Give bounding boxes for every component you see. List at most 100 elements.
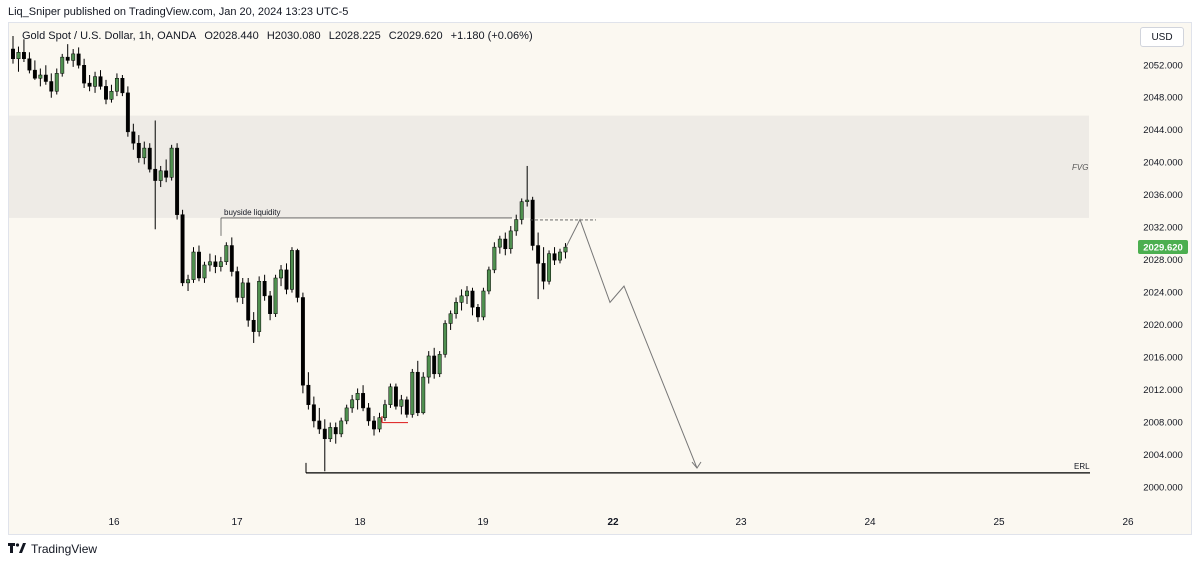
publisher-header: Liq_Sniper published on TradingView.com,… bbox=[8, 6, 349, 18]
candle-body bbox=[262, 281, 267, 297]
candle-body bbox=[410, 371, 415, 415]
candle-body bbox=[147, 147, 152, 170]
ohlc-close: C2029.620 bbox=[388, 30, 443, 42]
candle bbox=[333, 422, 338, 444]
candle bbox=[432, 347, 437, 379]
candle-body bbox=[27, 58, 32, 71]
candle-body bbox=[383, 404, 387, 418]
candle-body bbox=[38, 74, 43, 79]
candle-body bbox=[32, 69, 37, 79]
y-axis-tick-label: 2040.000 bbox=[1143, 158, 1183, 169]
ohlc-change: +1.180 (+0.06%) bbox=[450, 30, 533, 42]
candle-body bbox=[295, 250, 300, 298]
candle-body bbox=[142, 147, 147, 159]
y-axis-tick-label: 2024.000 bbox=[1143, 288, 1183, 299]
candle bbox=[317, 407, 322, 434]
candle bbox=[60, 53, 65, 77]
candle bbox=[213, 255, 218, 274]
candle-body bbox=[49, 81, 54, 92]
candle bbox=[443, 320, 448, 358]
candle bbox=[76, 47, 81, 69]
candle-body bbox=[497, 238, 502, 248]
last-price-label: 2029.620 bbox=[1143, 242, 1183, 253]
candle bbox=[486, 266, 491, 295]
buyside-liquidity-label: buyside liquidity bbox=[224, 208, 280, 217]
candle bbox=[38, 68, 43, 87]
candle bbox=[492, 242, 497, 274]
candle bbox=[508, 226, 513, 254]
candle bbox=[180, 209, 185, 287]
candle-body bbox=[563, 246, 568, 253]
candle-body bbox=[465, 290, 469, 297]
candle-body bbox=[65, 56, 70, 61]
candle bbox=[54, 68, 59, 95]
candle-body bbox=[218, 261, 223, 267]
fvg-zone bbox=[9, 115, 1089, 218]
candle bbox=[142, 141, 147, 165]
candle bbox=[295, 248, 300, 303]
chart-panel[interactable] bbox=[8, 22, 1192, 535]
candle bbox=[454, 297, 459, 319]
candle-body bbox=[486, 269, 491, 292]
candle-body bbox=[508, 230, 513, 250]
currency-button[interactable]: USD bbox=[1140, 27, 1184, 47]
x-axis-tick-label: 17 bbox=[231, 517, 243, 528]
candle-body bbox=[114, 78, 119, 92]
candle-body bbox=[404, 399, 409, 415]
candle-body bbox=[54, 73, 59, 92]
candle bbox=[448, 310, 453, 330]
candle bbox=[497, 235, 502, 254]
candle-body bbox=[257, 281, 262, 332]
projection-path bbox=[565, 218, 698, 469]
projection-arrowhead bbox=[691, 461, 702, 469]
candle bbox=[290, 247, 294, 293]
candle-body bbox=[71, 53, 76, 61]
candle bbox=[125, 86, 130, 137]
candle bbox=[229, 237, 234, 277]
candle bbox=[388, 383, 393, 408]
candle bbox=[470, 287, 475, 316]
x-axis-tick-label: 19 bbox=[477, 517, 489, 528]
candle-body bbox=[202, 264, 207, 279]
candle-body bbox=[251, 319, 256, 332]
candle-body bbox=[481, 290, 486, 318]
candle-body bbox=[246, 282, 251, 321]
candle-body bbox=[366, 407, 371, 422]
candle-body bbox=[361, 393, 366, 409]
candle bbox=[153, 120, 158, 230]
candle-body bbox=[60, 56, 65, 74]
candle bbox=[300, 292, 305, 394]
candle bbox=[136, 135, 141, 163]
candle-body bbox=[131, 131, 136, 144]
y-axis-tick-label: 2044.000 bbox=[1143, 125, 1183, 136]
candle bbox=[404, 396, 409, 418]
candle-body bbox=[514, 219, 519, 232]
candle bbox=[421, 372, 426, 415]
candle bbox=[476, 303, 480, 322]
candle bbox=[481, 287, 486, 321]
candle-body bbox=[300, 297, 305, 386]
candle bbox=[530, 196, 535, 251]
candle bbox=[306, 372, 311, 410]
candle bbox=[552, 247, 557, 266]
symbol-legend[interactable]: Gold Spot / U.S. Dollar, 1h, OANDA O2028… bbox=[22, 30, 538, 42]
candle-body bbox=[229, 245, 234, 272]
candle bbox=[339, 417, 344, 438]
candle-body bbox=[87, 82, 92, 87]
candle-body bbox=[268, 295, 273, 314]
candle-body bbox=[333, 427, 338, 435]
candle-body bbox=[240, 282, 245, 298]
footer-branding[interactable]: TradingView bbox=[8, 541, 97, 556]
candle-body bbox=[82, 65, 87, 84]
y-axis-tick-label: 2016.000 bbox=[1143, 353, 1183, 364]
candle-body bbox=[443, 323, 448, 355]
candle bbox=[536, 232, 541, 300]
candle bbox=[279, 265, 283, 287]
candle-body bbox=[519, 201, 524, 220]
candle-body bbox=[98, 76, 103, 87]
candle bbox=[322, 419, 327, 472]
candle bbox=[197, 245, 201, 282]
candle bbox=[459, 289, 464, 311]
candle bbox=[82, 58, 87, 88]
